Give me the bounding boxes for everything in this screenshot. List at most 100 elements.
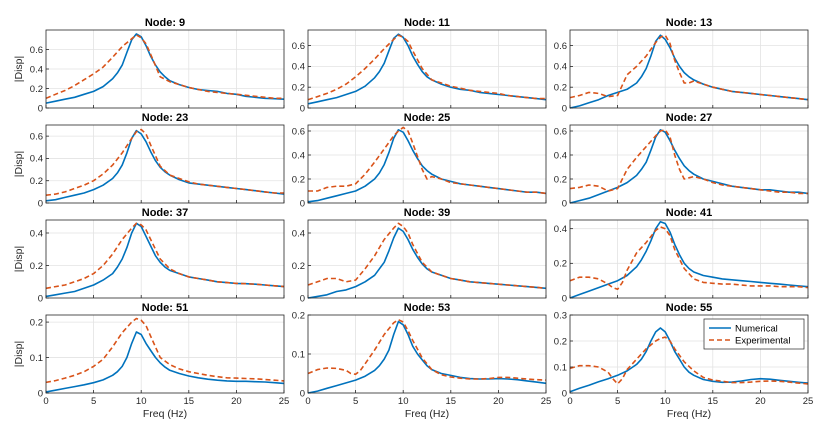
y-tick-label: 0.6 bbox=[30, 131, 43, 142]
y-tick-label: 0.4 bbox=[30, 154, 43, 165]
legend-label-experimental: Experimental bbox=[735, 335, 790, 346]
y-tick-label: 0 bbox=[300, 293, 305, 304]
x-tick-label: 15 bbox=[446, 396, 457, 407]
y-tick-label: 0.4 bbox=[554, 224, 567, 235]
series-line-experimental bbox=[307, 34, 546, 101]
series-line-experimental bbox=[569, 34, 809, 101]
panel-node-25: 0 0.2 0.4 0.6 Node: 25 bbox=[292, 112, 547, 209]
y-tick-label: 0.2 bbox=[554, 174, 567, 185]
panel-node-41: 0 0.2 0.4 Node: 41 bbox=[554, 207, 809, 304]
y-tick-label: 0.1 bbox=[30, 353, 43, 364]
legend-box bbox=[703, 318, 805, 350]
axes-box bbox=[45, 314, 285, 394]
x-tick-label: 20 bbox=[231, 396, 242, 407]
y-tick-label: 0.2 bbox=[30, 261, 43, 272]
plot-area bbox=[46, 220, 284, 298]
y-tick-label: 0.1 bbox=[292, 349, 305, 360]
y-tick-label: 0.6 bbox=[554, 41, 567, 52]
axes-box bbox=[569, 314, 809, 394]
axes-box bbox=[569, 29, 809, 109]
panel-title: Node: 9 bbox=[145, 17, 185, 29]
axes-box bbox=[307, 29, 547, 109]
axes-box bbox=[307, 219, 547, 299]
y-tick-label: 0 bbox=[38, 388, 43, 399]
panel-node-51: 0 0.1 0.2 0 5 10 15 20 25 Node: 51 |Disp| Freq (Hz) bbox=[13, 302, 289, 420]
y-tick-label: 0 bbox=[38, 293, 43, 304]
y-axis-label: |Disp| bbox=[13, 246, 25, 272]
axes-box bbox=[45, 124, 285, 204]
x-tick-label: 0 bbox=[305, 396, 310, 407]
panel-node-11: 0 0.2 0.4 0.6 Node: 11 bbox=[292, 17, 547, 114]
y-tick-label: 0 bbox=[562, 198, 567, 209]
series-line-experimental bbox=[45, 222, 285, 290]
y-tick-label: 0 bbox=[300, 388, 305, 399]
series-line-experimental bbox=[45, 34, 284, 100]
y-tick-label: 0.2 bbox=[30, 317, 43, 328]
panel-title: Node: 27 bbox=[666, 112, 712, 124]
y-tick-label: 0.2 bbox=[292, 310, 305, 321]
series-line-numerical bbox=[569, 220, 809, 299]
series-line-numerical bbox=[307, 227, 547, 299]
axes-box bbox=[45, 219, 285, 299]
series-line-experimental bbox=[569, 226, 809, 291]
series-line-experimental bbox=[307, 222, 547, 290]
axes-box bbox=[569, 124, 809, 204]
x-tick-label: 15 bbox=[708, 396, 719, 407]
x-tick-label: 5 bbox=[91, 396, 96, 407]
x-axis-label: Freq (Hz) bbox=[405, 408, 449, 420]
y-axis-label: |Disp| bbox=[13, 56, 25, 82]
plot-area bbox=[46, 315, 284, 393]
plot-area bbox=[46, 125, 284, 203]
y-tick-label: 0 bbox=[562, 388, 567, 399]
x-tick-label: 25 bbox=[803, 396, 814, 407]
x-tick-label: 10 bbox=[398, 396, 409, 407]
legend-label-numerical: Numerical bbox=[735, 323, 778, 334]
x-tick-label: 20 bbox=[493, 396, 504, 407]
y-tick-label: 0.6 bbox=[554, 126, 567, 137]
series-line-numerical bbox=[307, 320, 547, 394]
panel-title: Node: 11 bbox=[404, 17, 450, 29]
x-tick-label: 10 bbox=[136, 396, 147, 407]
axes-box bbox=[307, 124, 547, 204]
y-tick-label: 0 bbox=[300, 103, 305, 114]
plot-area bbox=[570, 220, 808, 298]
series-line-experimental bbox=[569, 129, 808, 195]
panel-title: Node: 51 bbox=[142, 302, 188, 314]
y-tick-label: 0 bbox=[562, 103, 567, 114]
x-tick-label: 5 bbox=[353, 396, 358, 407]
panel-title: Node: 13 bbox=[666, 17, 712, 29]
series-line-experimental bbox=[45, 128, 284, 196]
y-tick-label: 0.6 bbox=[292, 126, 305, 137]
y-tick-label: 0.2 bbox=[554, 336, 567, 347]
x-tick-label: 5 bbox=[615, 396, 620, 407]
series-line-experimental bbox=[307, 318, 547, 381]
y-tick-label: 0.4 bbox=[554, 62, 567, 73]
panel-node-27: 0 0.2 0.4 0.6 Node: 27 bbox=[554, 112, 809, 209]
y-tick-label: 0 bbox=[562, 293, 567, 304]
x-tick-label: 10 bbox=[660, 396, 671, 407]
y-tick-label: 0.4 bbox=[292, 150, 305, 161]
y-axis-label: |Disp| bbox=[13, 341, 25, 367]
plot-area bbox=[308, 220, 546, 298]
y-axis-label: |Disp| bbox=[13, 151, 25, 177]
y-tick-label: 0.2 bbox=[554, 83, 567, 94]
panel-node-53: 0 0.1 0.2 0 5 10 15 20 25 Node: 53 Freq (Hz) bbox=[292, 302, 552, 420]
y-tick-label: 0.4 bbox=[554, 150, 567, 161]
y-tick-label: 0.4 bbox=[30, 228, 43, 239]
panel-title: Node: 41 bbox=[666, 207, 712, 219]
y-tick-label: 0.6 bbox=[30, 45, 43, 56]
x-tick-label: 25 bbox=[541, 396, 552, 407]
panel-title: Node: 23 bbox=[142, 112, 188, 124]
panel-node-9: 0 0.2 0.4 0.6 Node: 9 |Disp| bbox=[13, 17, 285, 114]
y-tick-label: 0 bbox=[38, 198, 43, 209]
series-line-experimental bbox=[308, 126, 547, 195]
panel-node-23: 0 0.2 0.4 0.6 Node: 23 |Disp| bbox=[13, 112, 285, 209]
y-tick-label: 0.2 bbox=[554, 259, 567, 270]
panel-node-39: 0 0.2 0.4 Node: 39 bbox=[292, 207, 547, 304]
panel-title: Node: 53 bbox=[404, 302, 450, 314]
panel-node-13: 0 0.2 0.4 0.6 Node: 13 bbox=[554, 17, 809, 114]
series-line-numerical bbox=[45, 331, 285, 393]
plot-area bbox=[308, 125, 546, 203]
x-axis-label: Freq (Hz) bbox=[143, 408, 187, 420]
